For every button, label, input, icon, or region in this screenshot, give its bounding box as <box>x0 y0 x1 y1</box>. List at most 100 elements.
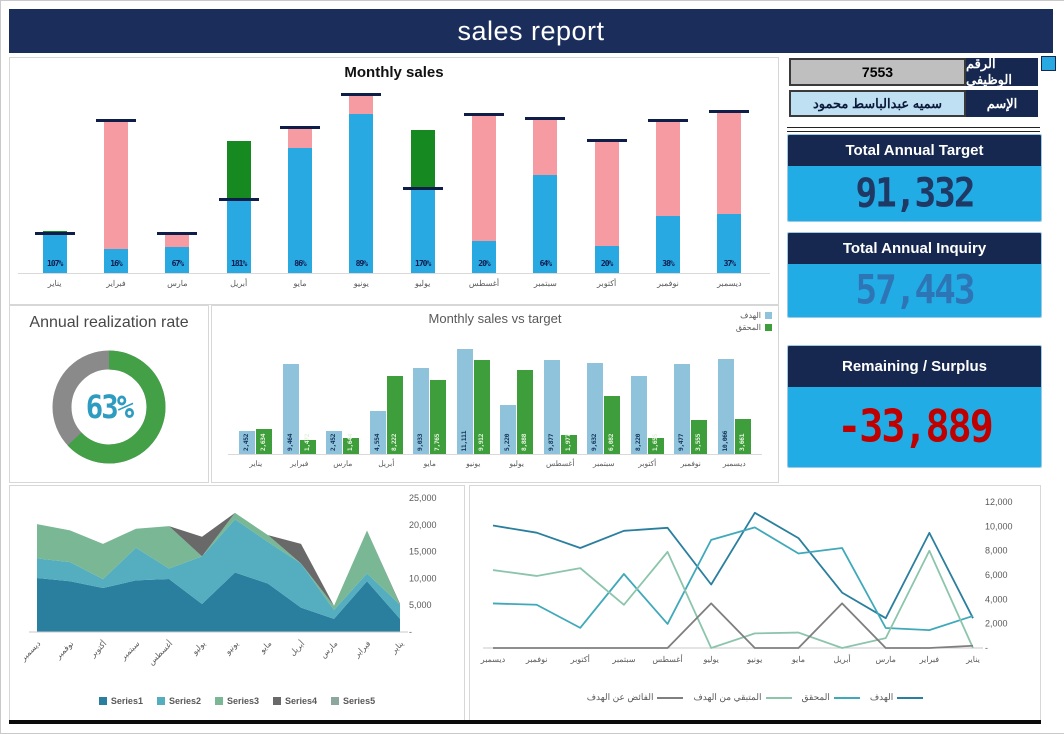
legend-label: Series3 <box>226 696 260 706</box>
y-tick: - <box>409 627 412 637</box>
employee-name-field[interactable]: سميه عبدالباسط محمود <box>789 90 966 117</box>
month-label: مارس <box>876 655 896 664</box>
kpi-remaining-surplus: Remaining / Surplus -33,889 <box>787 345 1042 468</box>
vs-chart-title: Monthly sales vs target <box>428 311 562 326</box>
bar-value-label: 10,066 <box>720 430 729 451</box>
bar-percent-label: 107% <box>47 259 63 268</box>
bar-7 <box>410 130 435 273</box>
bar-percent-label: 89% <box>355 259 368 268</box>
bar-achieved <box>517 369 534 454</box>
month-label: مارس <box>333 459 353 468</box>
bar-percent-label: 38% <box>662 259 674 268</box>
bar-value-label: 1,472 <box>302 433 311 451</box>
bar-percent-label: 86% <box>294 259 306 268</box>
legend-label: الهدف <box>869 692 894 702</box>
bar-12 <box>717 111 742 273</box>
y-tick: 15,000 <box>409 547 437 557</box>
employee-id-field[interactable]: 7553 <box>789 58 966 86</box>
line-chart-legend: الفائض عن الهدف المتبقي من الهدف المحقق اله… <box>470 692 1040 703</box>
monthly-sales-title: Monthly sales <box>344 64 444 81</box>
bar-shortfall-segment <box>288 128 312 149</box>
bar-value-label: 9,632 <box>590 433 599 451</box>
legend-item: الهدف <box>869 692 924 703</box>
month-label: فبراير <box>352 639 373 660</box>
bar-target <box>326 430 343 454</box>
x-axis-line <box>18 273 770 274</box>
legend-item: Series5 <box>331 696 375 706</box>
bar-value-label: 2,452 <box>329 433 338 451</box>
month-label: سبتمبر <box>118 639 142 663</box>
bar-9 <box>533 118 558 273</box>
y-tick: 10,000 <box>985 521 1013 531</box>
bar-value-label: 8,220 <box>633 433 642 451</box>
bar-achieved <box>560 435 577 454</box>
sales-vs-target-panel: Monthly sales vs target 2,452 2,634 يناير 9… <box>211 305 779 483</box>
double-separator <box>787 127 1040 132</box>
bar-over-segment <box>410 130 435 190</box>
realization-donut-chart: 63% <box>44 342 174 472</box>
bar-percent-label: 170% <box>415 259 431 268</box>
month-label: يوليو <box>703 655 719 664</box>
area-Series3 <box>37 512 400 611</box>
bar-achieved-segment <box>533 175 558 273</box>
line-المحقق <box>492 526 974 631</box>
donut-svg <box>52 350 166 464</box>
month-label: يوليو <box>189 639 207 657</box>
bar-value-label: 8,888 <box>520 433 529 451</box>
legend-line-swatch <box>833 696 860 699</box>
bar-target <box>630 376 647 454</box>
bar-achieved <box>343 438 360 454</box>
stacked-area-panel: 25,000 20,000 15,000 10,000 5,000 - ديسمبر نوفم… <box>9 485 465 723</box>
kpi-header: Total Annual Inquiry <box>788 233 1041 264</box>
bar-target <box>587 362 604 454</box>
month-label: أكتوبر <box>597 279 617 288</box>
y-tick: 12,000 <box>985 497 1013 507</box>
month-label: نوفمبر <box>53 639 75 661</box>
y-tick: 25,000 <box>409 493 437 503</box>
kpi-header: Remaining / Surplus <box>788 346 1041 387</box>
legend-item: Series4 <box>273 696 317 706</box>
bar-target <box>239 430 256 454</box>
bar-over-segment <box>226 141 251 200</box>
legend-swatch <box>156 697 165 705</box>
bar-value-label: 3,661 <box>737 433 746 451</box>
line-المتبقي من الهدف <box>492 549 974 649</box>
month-label: مارس <box>319 639 340 660</box>
bar-achieved <box>386 376 403 454</box>
bar-value-label: 4,554 <box>372 433 381 451</box>
legend-item: Series2 <box>156 696 201 706</box>
month-label: أكتوبر <box>86 638 108 660</box>
bar-value-label: 6,082 <box>607 433 616 451</box>
month-label: أبريل <box>378 459 395 468</box>
legend-label: Series4 <box>285 696 318 706</box>
x-axis-line <box>228 454 762 455</box>
y-tick: 4,000 <box>985 594 1008 604</box>
report-title: sales report <box>457 15 605 46</box>
bar-value-label: 2,634 <box>259 433 268 451</box>
employee-name-label: الإسم <box>966 90 1038 117</box>
bar-value-label: 2,452 <box>242 433 251 451</box>
legend-item: الفائض عن الهدف <box>587 692 684 703</box>
bar-achieved <box>256 429 273 454</box>
bar-achieved <box>430 380 447 454</box>
line-الفائض عن الهدف <box>493 602 974 649</box>
month-label: ديسمبر <box>722 459 746 468</box>
month-label: يناير <box>389 639 406 656</box>
bar-target <box>369 410 386 454</box>
bar-shortfall-segment <box>594 141 619 247</box>
month-label: نوفمبر <box>657 279 679 288</box>
annual-realization-panel: Annual realization rate 63% <box>9 305 209 483</box>
month-label: أغسطس <box>145 638 174 667</box>
bar-achieved-segment <box>288 148 312 273</box>
target-marker <box>157 231 198 235</box>
bar-percent-label: 67% <box>171 259 184 268</box>
bar-shortfall-segment <box>656 121 680 216</box>
legend-swatch <box>273 697 282 705</box>
sheet-corner-box <box>1041 56 1056 71</box>
bar-achieved-segment <box>410 189 435 273</box>
bar-11 <box>656 121 680 273</box>
legend-swatch <box>765 324 772 331</box>
month-label: أبريل <box>230 279 248 288</box>
legend-swatch <box>214 697 223 705</box>
bar-target <box>456 348 473 454</box>
